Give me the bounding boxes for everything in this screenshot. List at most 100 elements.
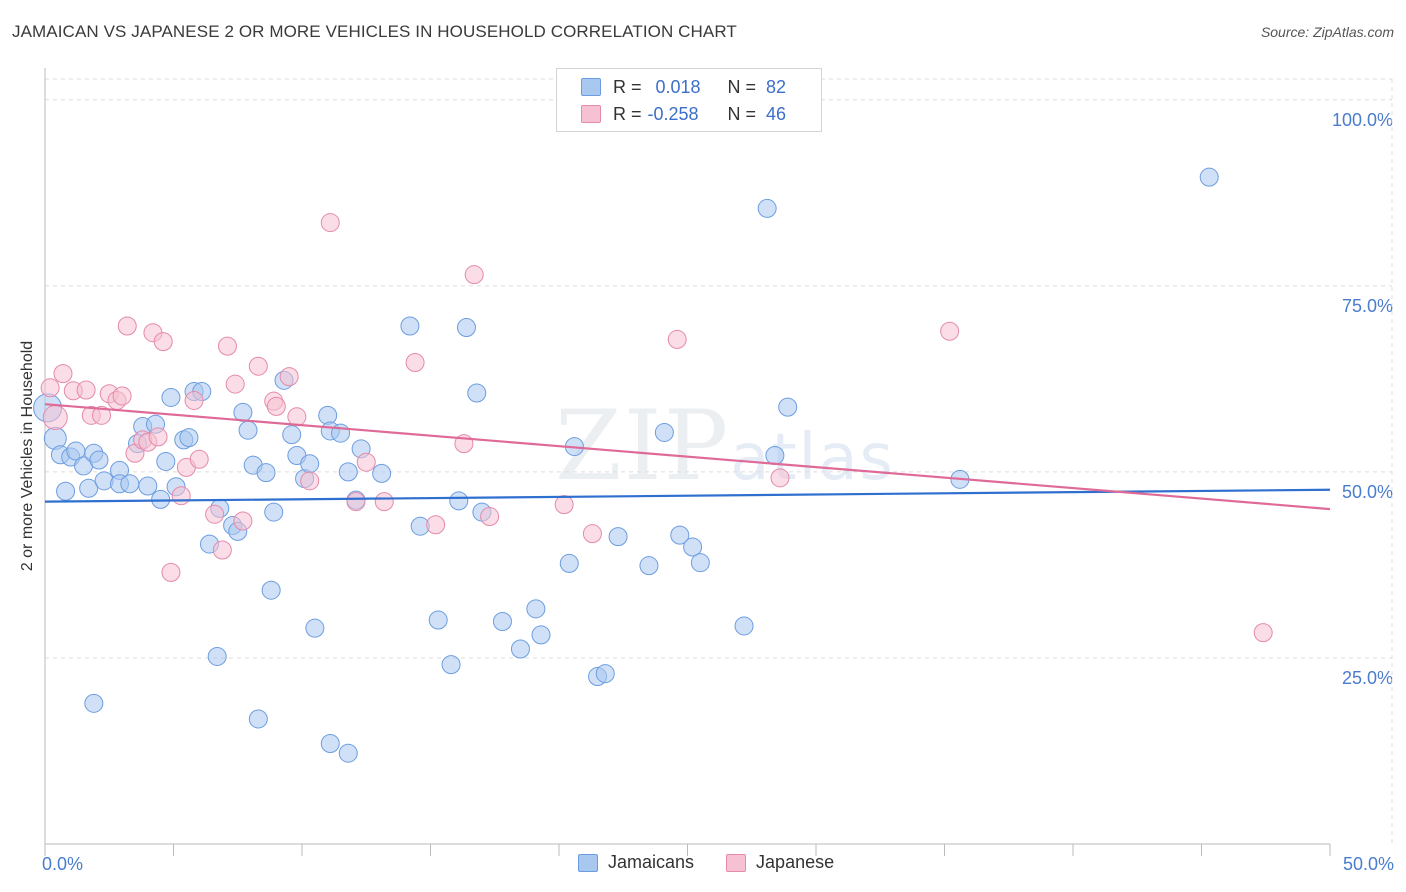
japanese-point [346,492,366,512]
japanese-point [212,540,232,560]
jamaicans-point [207,646,227,666]
japanese-point [40,378,60,398]
jamaicans-point [338,743,358,763]
jamaicans-point [683,537,703,557]
japanese-point [161,562,181,582]
japanese-point [76,380,96,400]
y-tick-label: 50.0% [1342,482,1393,502]
jamaicans-point [400,316,420,336]
jamaicans-point [138,476,158,496]
jamaicans-point [233,402,253,422]
jamaicans-point [1199,167,1219,187]
japanese-point [770,468,790,488]
jamaicans-point [526,599,546,619]
japanese-point [667,329,687,349]
chart-title: JAMAICAN VS JAPANESE 2 OR MORE VEHICLES … [12,22,737,41]
jamaicans-point [238,420,258,440]
jamaicans-point [734,616,754,636]
jamaicans-point [372,463,392,483]
jamaicans-point [608,527,628,547]
jamaicans-point [510,639,530,659]
jamaicans-trend-line [44,488,1331,503]
jamaicans-point [778,397,798,417]
y-tick-label: 25.0% [1342,668,1393,688]
y-tick-label: 100.0% [1332,110,1393,130]
jamaicans-point [441,655,461,675]
legend-label-japanese: Japanese [756,852,835,872]
stats-legend-row-jamaicans: R = 0.018 N = 82 [581,75,786,99]
r-value: -0.258 [647,103,699,124]
r-label: R = [613,76,642,97]
jamaicans-point [318,405,338,425]
japanese-point [356,452,376,472]
jamaicans-point [690,553,710,573]
japanese-point [112,386,132,406]
jamaicans-point [79,478,99,498]
legend-label-jamaicans: Jamaicans [608,852,695,872]
japanese-point [92,405,112,425]
jamaicans-point [765,446,785,466]
jamaicans-point [248,709,268,729]
r-label: R = [613,103,642,124]
jamaicans-point [179,428,199,448]
jamaicans-point [531,625,551,645]
n-value: 82 [766,76,787,97]
japanese-point [266,396,286,416]
n-label: N = [727,103,757,124]
japanese-point [405,352,425,372]
jamaicans-legend-swatch [578,853,598,872]
japanese-point [480,507,500,527]
jamaicans-point [559,553,579,573]
japanese-point [426,515,446,535]
jamaicans-point [428,610,448,630]
stats-legend-row-japanese: R = -0.258 N = 46 [581,102,786,126]
jamaicans-point [161,387,181,407]
japanese-point [53,364,73,384]
jamaicans-point [654,422,674,442]
jamaicans-point [156,451,176,471]
jamaicans-swatch [581,78,601,96]
japanese-point [153,332,173,352]
stats-legend: R = 0.018 N = 82 R = -0.258 N = 46 [556,68,822,132]
legend-item-japanese[interactable]: Japanese [726,852,834,873]
japanese-point [171,486,191,506]
jamaicans-point [261,580,281,600]
japanese-trend-line [44,403,1331,511]
n-value: 46 [766,103,787,124]
jamaicans-point [300,454,320,474]
r-value: 0.018 [655,76,701,97]
jamaicans-point [151,489,171,509]
jamaicans-point [595,664,615,684]
jamaicans-point [94,471,114,491]
jamaicans-point [264,502,284,522]
japanese-point [300,471,320,491]
japanese-point [189,449,209,469]
jamaicans-point [492,611,512,631]
japanese-point [248,356,268,376]
legend-item-jamaicans[interactable]: Jamaicans [578,852,694,873]
japanese-point [320,213,340,233]
japanese-point [554,495,574,515]
japanese-point [42,405,68,431]
jamaicans-point [305,618,325,638]
n-label: N = [727,76,757,97]
jamaicans-point [456,318,476,338]
jamaicans-point [670,525,690,545]
x-tick-label-max: 50.0% [1343,854,1394,874]
series-legend: Jamaicans Japanese [578,852,866,873]
jamaicans-point [282,425,302,445]
japanese-point [940,321,960,341]
japanese-point [1253,623,1273,643]
jamaicans-point [120,474,140,494]
japanese-point [184,390,204,410]
japanese-point [148,427,168,447]
jamaicans-point [89,450,109,470]
jamaicans-point [338,462,358,482]
japanese-point [117,316,137,336]
japanese-swatch [581,105,601,123]
x-tick-label-min: 0.0% [42,854,83,874]
jamaicans-point [256,463,276,483]
y-tick-label: 75.0% [1342,296,1393,316]
japanese-point [205,504,225,524]
